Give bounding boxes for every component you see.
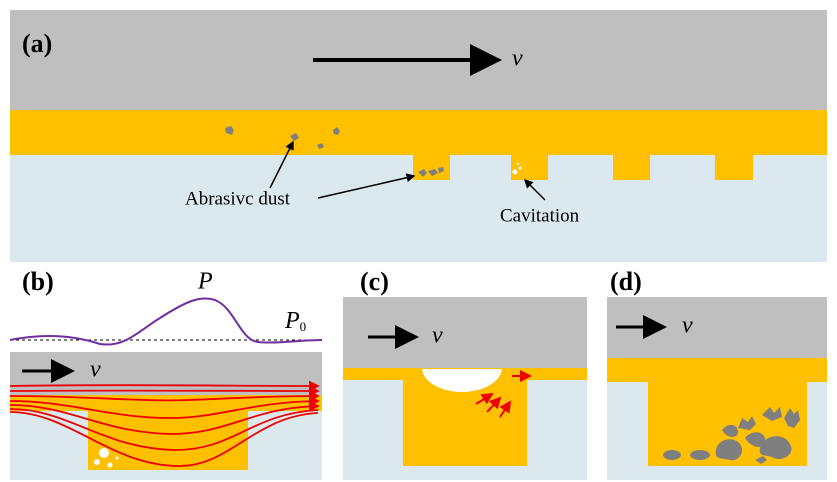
velocity-label: v xyxy=(432,323,443,349)
lubricant xyxy=(10,110,827,155)
panel-b: (b) P P0 v xyxy=(10,267,322,480)
lubricant xyxy=(607,358,827,382)
annotation: Cavitation xyxy=(500,205,580,226)
subscript: 0 xyxy=(300,319,307,334)
panel-label: (c) xyxy=(360,267,389,296)
panel-label: (d) xyxy=(610,267,642,296)
panel-c: (c) v xyxy=(343,267,587,480)
velocity-label: v xyxy=(90,357,101,383)
panel-d: (d) v xyxy=(607,267,827,480)
panel-label: (b) xyxy=(22,267,54,296)
annotation: Abrasivc dust xyxy=(185,188,291,209)
velocity-label: v xyxy=(682,313,693,339)
figure: v (a) Abrasivc dust Cavitation (b) P P0 … xyxy=(0,0,837,482)
pressure-curve xyxy=(10,298,322,344)
panel-label: (a) xyxy=(22,29,52,58)
velocity-label: v xyxy=(512,46,523,72)
moving-surface xyxy=(10,352,322,396)
panel-a: v (a) Abrasivc dust Cavitation xyxy=(10,10,827,262)
symbol: P xyxy=(284,308,300,334)
pressure-label: P xyxy=(197,269,213,295)
ambient-pressure: P0 xyxy=(284,308,306,334)
moving-surface xyxy=(343,297,587,369)
pit xyxy=(403,379,527,466)
